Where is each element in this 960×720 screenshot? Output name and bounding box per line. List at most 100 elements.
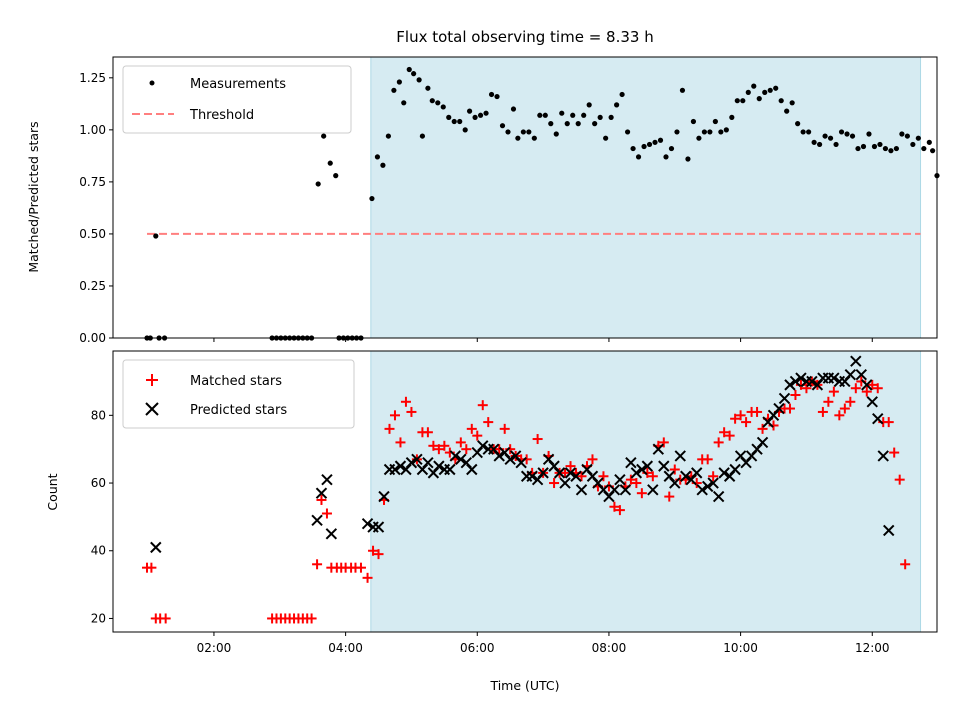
- measurement-point: [910, 141, 916, 148]
- measurement-point: [690, 118, 697, 125]
- matched-star-point: [312, 559, 323, 570]
- matched-star-point: [609, 501, 620, 512]
- matched-star-point: [741, 417, 752, 428]
- measurement-point: [882, 145, 889, 152]
- predicted-star-point: [575, 484, 588, 496]
- matched-star-point: [752, 406, 763, 417]
- measurement-point: [619, 91, 625, 98]
- measurement-point: [930, 148, 936, 154]
- measurement-point: [745, 89, 751, 95]
- matched-star-point: [160, 613, 171, 624]
- matched-star-point: [483, 417, 494, 428]
- top-ytick-label: 0.25: [79, 279, 106, 293]
- measurement-point: [635, 154, 642, 160]
- predicted-star-point: [647, 484, 659, 496]
- matched-star-point: [647, 471, 658, 482]
- predicted-star-point: [608, 484, 621, 496]
- measurement-point: [570, 112, 576, 118]
- bottom-xtick-label: 04:00: [328, 641, 363, 655]
- measurement-point: [575, 121, 581, 127]
- predicted-star-point: [433, 460, 445, 472]
- matched-star-point: [455, 437, 466, 448]
- measurement-point: [385, 133, 391, 139]
- bottom-x-ticks: 02:00 04:00 06:00 08:00 10:00 12:00: [197, 632, 890, 655]
- predicted-star-point: [707, 477, 719, 489]
- top-ytick-label: 0.00: [79, 331, 106, 345]
- predicted-star-point: [674, 450, 686, 462]
- measurement-point: [855, 145, 861, 152]
- legend-threshold-label: Threshold: [189, 108, 254, 123]
- measurement-point: [537, 112, 543, 118]
- measurement-point: [679, 87, 686, 93]
- measurement-point: [564, 121, 570, 127]
- bottom-xtick-label: 06:00: [460, 641, 495, 655]
- matched-star-point: [306, 613, 317, 624]
- predicted-star-point: [630, 467, 643, 479]
- matched-star-point: [889, 447, 900, 458]
- measurement-point: [603, 135, 609, 141]
- legend-predicted-label: Predicted stars: [190, 403, 287, 418]
- top-observing-band: [370, 57, 922, 338]
- measurement-point: [904, 133, 910, 139]
- legend-matched-marker: [146, 374, 158, 386]
- predicted-star-point: [861, 379, 873, 391]
- measurement-point: [391, 87, 397, 93]
- legend-matched-label: Matched stars: [190, 374, 282, 389]
- measurement-point: [657, 137, 664, 143]
- measurement-point: [520, 129, 526, 135]
- measurement-point: [542, 112, 548, 118]
- measurement-point: [406, 66, 412, 73]
- matched-star-point: [713, 437, 724, 448]
- matched-star-point: [900, 559, 911, 570]
- predicted-star-point: [515, 457, 527, 469]
- measurement-point: [888, 148, 894, 154]
- predicted-star-point: [636, 463, 648, 476]
- predicted-star-point: [778, 392, 791, 405]
- matched-star-point: [823, 396, 834, 407]
- measurement-points: [144, 66, 940, 341]
- measurement-point: [926, 139, 932, 145]
- predicted-star-point: [625, 457, 637, 469]
- matched-star-point: [664, 491, 675, 502]
- matched-star-point: [719, 427, 730, 438]
- bottom-xtick-label: 02:00: [197, 641, 232, 655]
- measurement-point: [488, 91, 495, 98]
- predicted-star-point: [850, 355, 862, 367]
- matched-star-point: [757, 423, 768, 434]
- predicted-star-point: [844, 368, 857, 381]
- bottom-xtick-label: 10:00: [723, 641, 758, 655]
- bottom-ytick-label: 60: [91, 476, 106, 490]
- predicted-star-point: [559, 477, 571, 489]
- predicted-star-point: [394, 460, 407, 472]
- top-axes-frame: [112, 56, 938, 339]
- measurement-point: [707, 129, 713, 135]
- bottom-observing-band: [370, 351, 922, 632]
- matched-star-point: [406, 406, 417, 417]
- matched-star-point: [828, 386, 839, 397]
- predicted-star-point: [389, 463, 401, 476]
- measurement-point: [425, 85, 431, 91]
- matched-star-point: [477, 400, 488, 411]
- measurement-point: [795, 121, 801, 127]
- measurement-point: [844, 131, 850, 137]
- measurement-point: [515, 135, 521, 141]
- measurement-point: [718, 129, 724, 135]
- top-ytick-label: 1.25: [79, 71, 106, 85]
- bottom-ytick-label: 20: [91, 611, 106, 625]
- bottom-ytick-label: 80: [91, 408, 106, 422]
- predicted-star-point: [712, 490, 725, 503]
- predicted-star-point: [614, 473, 626, 486]
- observing-band-bottom: [370, 351, 921, 632]
- matched-star-point: [362, 572, 373, 583]
- measurement-point: [559, 110, 565, 116]
- measurement-point: [712, 118, 718, 125]
- predicted-star-point: [729, 463, 741, 476]
- measurement-point: [446, 114, 452, 120]
- measurement-point: [462, 127, 468, 133]
- measurement-point: [784, 108, 790, 114]
- predicted-star-point: [325, 528, 338, 540]
- measurement-point: [374, 154, 381, 160]
- predicted-star-point: [680, 470, 692, 482]
- predicted-star-point: [422, 457, 434, 469]
